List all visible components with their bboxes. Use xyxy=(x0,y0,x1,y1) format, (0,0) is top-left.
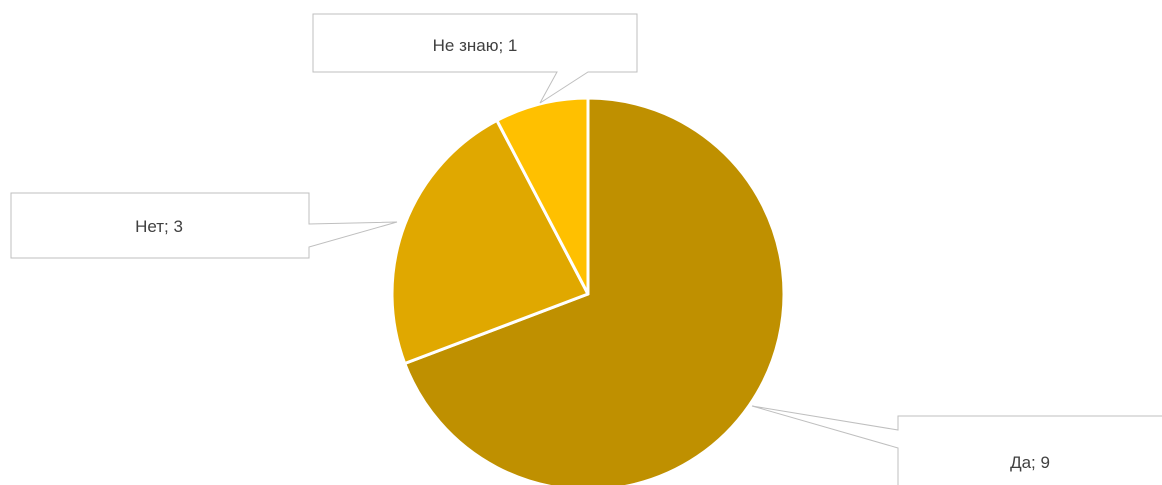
data-label-ne-znayu: Не знаю; 1 xyxy=(433,36,518,55)
callout-ne-znayu: Не знаю; 1 xyxy=(312,13,638,104)
pie-slice-2 xyxy=(495,96,590,296)
callout-box-net xyxy=(10,192,398,259)
callout-box-ne-znayu xyxy=(312,13,638,104)
pie-slices xyxy=(390,96,786,485)
pie-slice-0 xyxy=(403,96,786,485)
callout-net: Нет; 3 xyxy=(10,192,398,259)
pie-slice-1 xyxy=(390,118,590,365)
data-label-da: Да; 9 xyxy=(1010,453,1050,472)
callout-da: Да; 9 xyxy=(751,405,1162,485)
data-label-net: Нет; 3 xyxy=(135,217,183,236)
callout-box-da xyxy=(751,405,1162,485)
